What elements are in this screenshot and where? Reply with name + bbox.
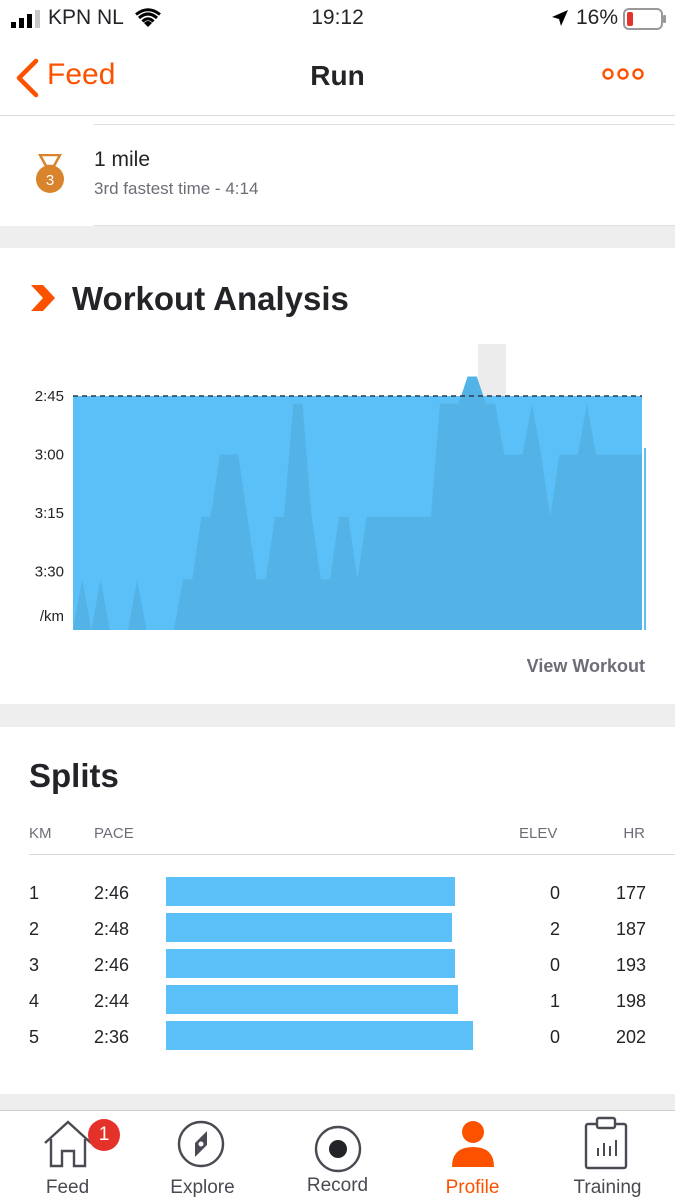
achievement-subtitle: 3rd fastest time - 4:14: [94, 179, 259, 198]
tab-profile-label: Profile: [445, 1177, 500, 1198]
clipboard-chart-icon: [584, 1116, 628, 1170]
divider: [29, 854, 675, 855]
record-icon: [314, 1125, 362, 1173]
carrier-name: KPN NL: [48, 6, 124, 29]
split-km: 2: [29, 919, 40, 939]
split-pace: 2:36: [94, 1027, 130, 1047]
split-pace-bar: [166, 985, 458, 1014]
column-header-km: KM: [29, 825, 52, 842]
split-pace: 2:46: [94, 955, 130, 975]
location-arrow-icon: [552, 10, 568, 26]
column-header-elev: ELEV: [519, 825, 558, 842]
tab-bar: 1 Feed Explore Record Profile: [0, 1110, 675, 1201]
view-workout-link[interactable]: View Workout: [526, 656, 645, 676]
medal-rank: 3: [46, 172, 54, 189]
split-pace: 2:46: [94, 883, 130, 903]
y-tick-label: 3:30: [35, 564, 64, 581]
workout-analysis-title: Workout Analysis: [72, 280, 349, 317]
back-button[interactable]: Feed: [47, 58, 116, 91]
splits-card: Splits KM PACE ELEV HR 1 2:46 0 177 2 2:48 2 18…: [0, 727, 675, 1094]
split-pace-bar: [166, 877, 455, 906]
split-hr: 177: [615, 883, 646, 903]
split-elev: 0: [549, 1027, 560, 1047]
tab-training[interactable]: Training: [540, 1111, 675, 1201]
tab-feed-label: Feed: [45, 1177, 90, 1198]
tab-training-label: Training: [573, 1177, 642, 1198]
split-elev: 1: [549, 991, 560, 1011]
split-row: 5 2:36 0 202: [0, 1021, 675, 1057]
column-header-hr: HR: [623, 825, 645, 842]
split-pace-bar: [166, 949, 455, 978]
split-elev: 0: [549, 955, 560, 975]
tab-feed[interactable]: 1 Feed: [0, 1111, 135, 1201]
split-elev: 2: [549, 919, 560, 939]
split-elev: 0: [549, 883, 560, 903]
y-axis-unit: /km: [40, 608, 64, 625]
achievement-title: 1 mile: [94, 148, 151, 171]
split-km: 5: [29, 1027, 40, 1047]
signal-icon: [11, 10, 40, 28]
split-pace: 2:44: [94, 991, 130, 1011]
split-row: 2 2:48 2 187: [0, 913, 675, 949]
divider: [94, 225, 675, 226]
workout-analysis-card: Workout Analysis 2:45 3:00 3:15 3:30/km Vie…: [0, 248, 675, 704]
pace-series-area: [73, 376, 642, 630]
split-row: 1 2:46 0 177: [0, 877, 675, 913]
column-header-pace: PACE: [94, 825, 134, 842]
split-row: 3 2:46 0 193: [0, 949, 675, 985]
medal-icon: 3: [36, 154, 64, 193]
status-bar: KPN NL 19:12 16%: [0, 0, 675, 40]
wifi-icon: [135, 8, 161, 27]
battery-icon: [623, 8, 666, 30]
tab-record[interactable]: Record: [270, 1111, 405, 1201]
split-hr: 187: [615, 919, 646, 939]
tab-record-label: Record: [306, 1175, 369, 1196]
analysis-chevron-icon: [31, 285, 55, 311]
y-tick-label: 3:15: [35, 505, 64, 522]
battery-percent: 16%: [576, 6, 619, 29]
tab-explore[interactable]: Explore: [135, 1111, 270, 1201]
split-hr: 193: [615, 955, 646, 975]
tab-profile[interactable]: Profile: [405, 1111, 540, 1201]
split-hr: 202: [615, 1027, 646, 1047]
y-tick-label: 2:45: [35, 388, 64, 405]
pace-chart[interactable]: 2:45 3:00 3:15 3:30/km: [0, 328, 675, 638]
notification-badge: 1: [88, 1119, 120, 1151]
y-tick-label: 3:00: [35, 447, 64, 464]
split-row: 4 2:44 1 198: [0, 985, 675, 1021]
split-km: 4: [29, 991, 40, 1011]
home-icon: [44, 1120, 92, 1168]
split-pace-bar: [166, 1021, 473, 1050]
divider: [94, 124, 675, 125]
compass-icon: [177, 1120, 225, 1168]
profile-icon: [452, 1121, 494, 1167]
split-hr: 198: [615, 991, 646, 1011]
page-title: Run: [310, 60, 365, 91]
back-chevron-icon[interactable]: [14, 58, 40, 98]
split-pace: 2:48: [94, 919, 130, 939]
achievement-card[interactable]: 3 1 mile 3rd fastest time - 4:14: [0, 116, 675, 226]
split-pace-bar: [166, 913, 452, 942]
split-km: 1: [29, 883, 40, 903]
pace-peak-marker: [478, 344, 506, 398]
tab-explore-label: Explore: [170, 1177, 235, 1198]
navigation-bar: Feed Run: [0, 40, 675, 116]
split-km: 3: [29, 955, 40, 975]
splits-title: Splits: [29, 757, 119, 794]
clock: 19:12: [311, 6, 364, 29]
more-options-icon[interactable]: [602, 67, 644, 81]
